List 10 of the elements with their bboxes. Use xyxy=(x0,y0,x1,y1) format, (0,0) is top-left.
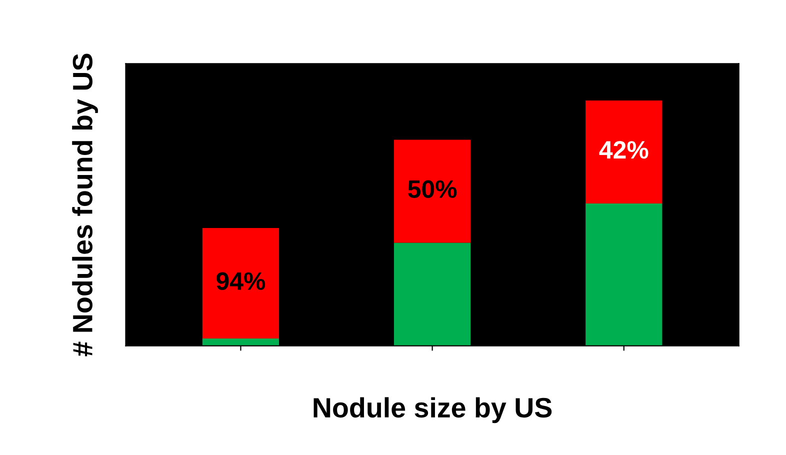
annotation: 50% xyxy=(408,180,457,198)
bar xyxy=(394,140,471,243)
x-axis-title: Nodule size by US xyxy=(314,397,552,424)
bar xyxy=(202,228,280,338)
bar xyxy=(394,242,471,346)
annotation: 94% xyxy=(216,272,266,290)
bar xyxy=(586,204,662,346)
y-axis-title: # Nodules found by US xyxy=(72,54,98,356)
annotation: 42% xyxy=(599,141,648,159)
bar xyxy=(586,100,662,204)
